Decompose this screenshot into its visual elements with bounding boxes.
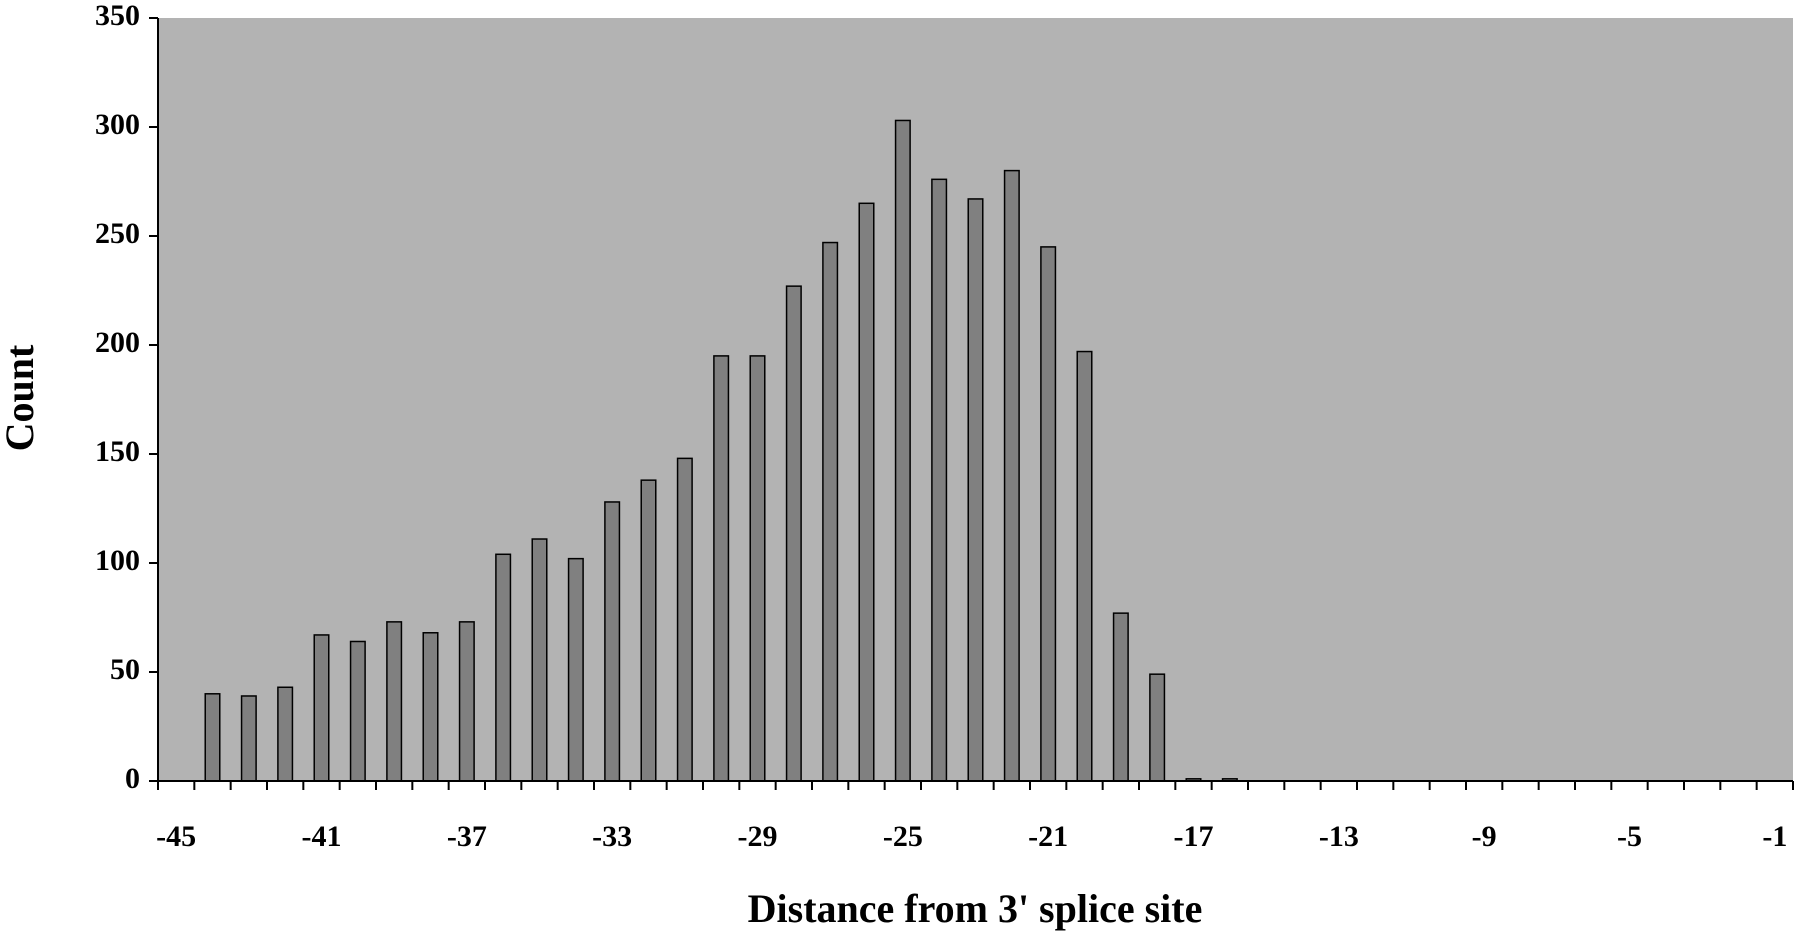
bar [531, 538, 548, 782]
y-tick-label: 250 [95, 217, 140, 250]
bar [1149, 673, 1166, 782]
bar [277, 686, 294, 782]
bar [1040, 246, 1057, 782]
x-tick-label: -37 [447, 820, 487, 853]
x-tick-label: -13 [1319, 820, 1359, 853]
y-axis-title: Count [0, 344, 42, 451]
y-tick-label: 100 [95, 544, 140, 577]
bar [676, 457, 693, 782]
bar [931, 178, 948, 782]
bar [604, 501, 621, 782]
bar [386, 621, 403, 782]
bar [1076, 350, 1093, 782]
x-tick-label: -33 [592, 820, 632, 853]
y-tick-label: 350 [95, 0, 140, 32]
y-tick-label: 50 [110, 653, 140, 686]
bar [1112, 612, 1129, 782]
bar [495, 553, 512, 782]
x-tick-label: -1 [1762, 820, 1787, 853]
bar [713, 355, 730, 782]
y-tick-label: 150 [95, 435, 140, 468]
bar [967, 198, 984, 782]
y-tick-label: 0 [125, 762, 140, 795]
bar [204, 693, 221, 782]
x-tick-label: -41 [302, 820, 342, 853]
x-axis-title: Distance from 3' splice site [748, 886, 1203, 931]
bar [349, 640, 366, 782]
y-tick-label: 200 [95, 326, 140, 359]
bar [422, 632, 439, 782]
bar [858, 202, 875, 782]
y-tick-label: 300 [95, 108, 140, 141]
bar [822, 241, 839, 782]
x-tick-label: -9 [1472, 820, 1497, 853]
x-tick-label: -45 [156, 820, 196, 853]
bar [240, 695, 257, 782]
bar [567, 557, 584, 782]
bar [458, 621, 475, 782]
bar [1003, 169, 1020, 782]
x-tick-label: -5 [1617, 820, 1642, 853]
bar [640, 479, 657, 782]
bar [785, 285, 802, 782]
x-tick-label: -29 [738, 820, 778, 853]
x-tick-label: -17 [1174, 820, 1214, 853]
x-tick-label: -25 [883, 820, 923, 853]
bar [313, 634, 330, 782]
x-tick-label: -21 [1028, 820, 1068, 853]
bar [749, 355, 766, 782]
bar [894, 119, 911, 782]
